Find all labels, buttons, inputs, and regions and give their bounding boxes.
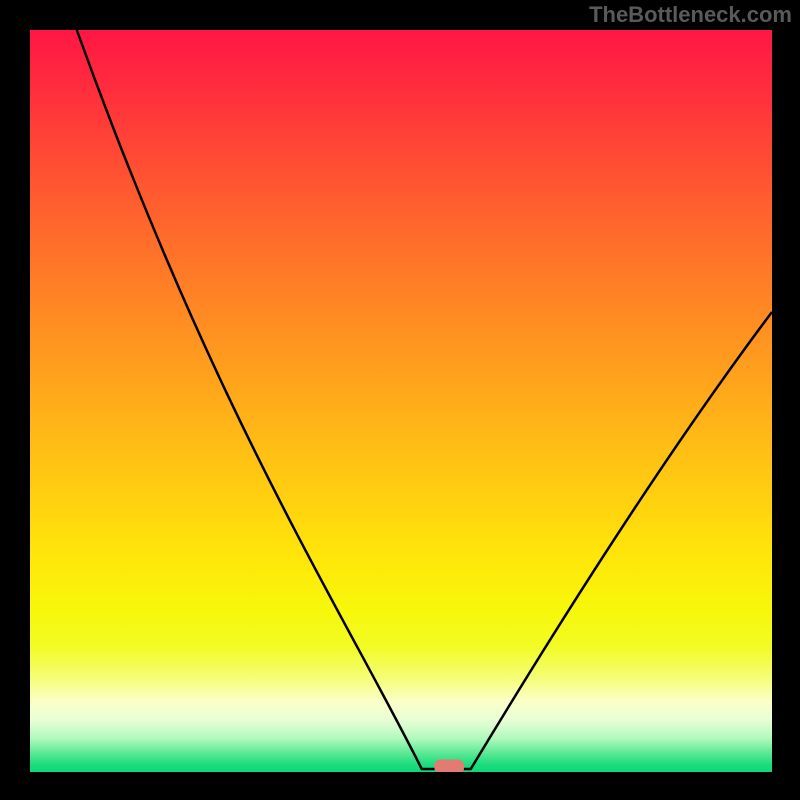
gradient-background [30,30,772,772]
bottleneck-chart [30,30,772,772]
attribution-text: TheBottleneck.com [589,2,792,28]
chart-container: TheBottleneck.com [0,0,800,800]
optimal-marker [434,760,464,772]
